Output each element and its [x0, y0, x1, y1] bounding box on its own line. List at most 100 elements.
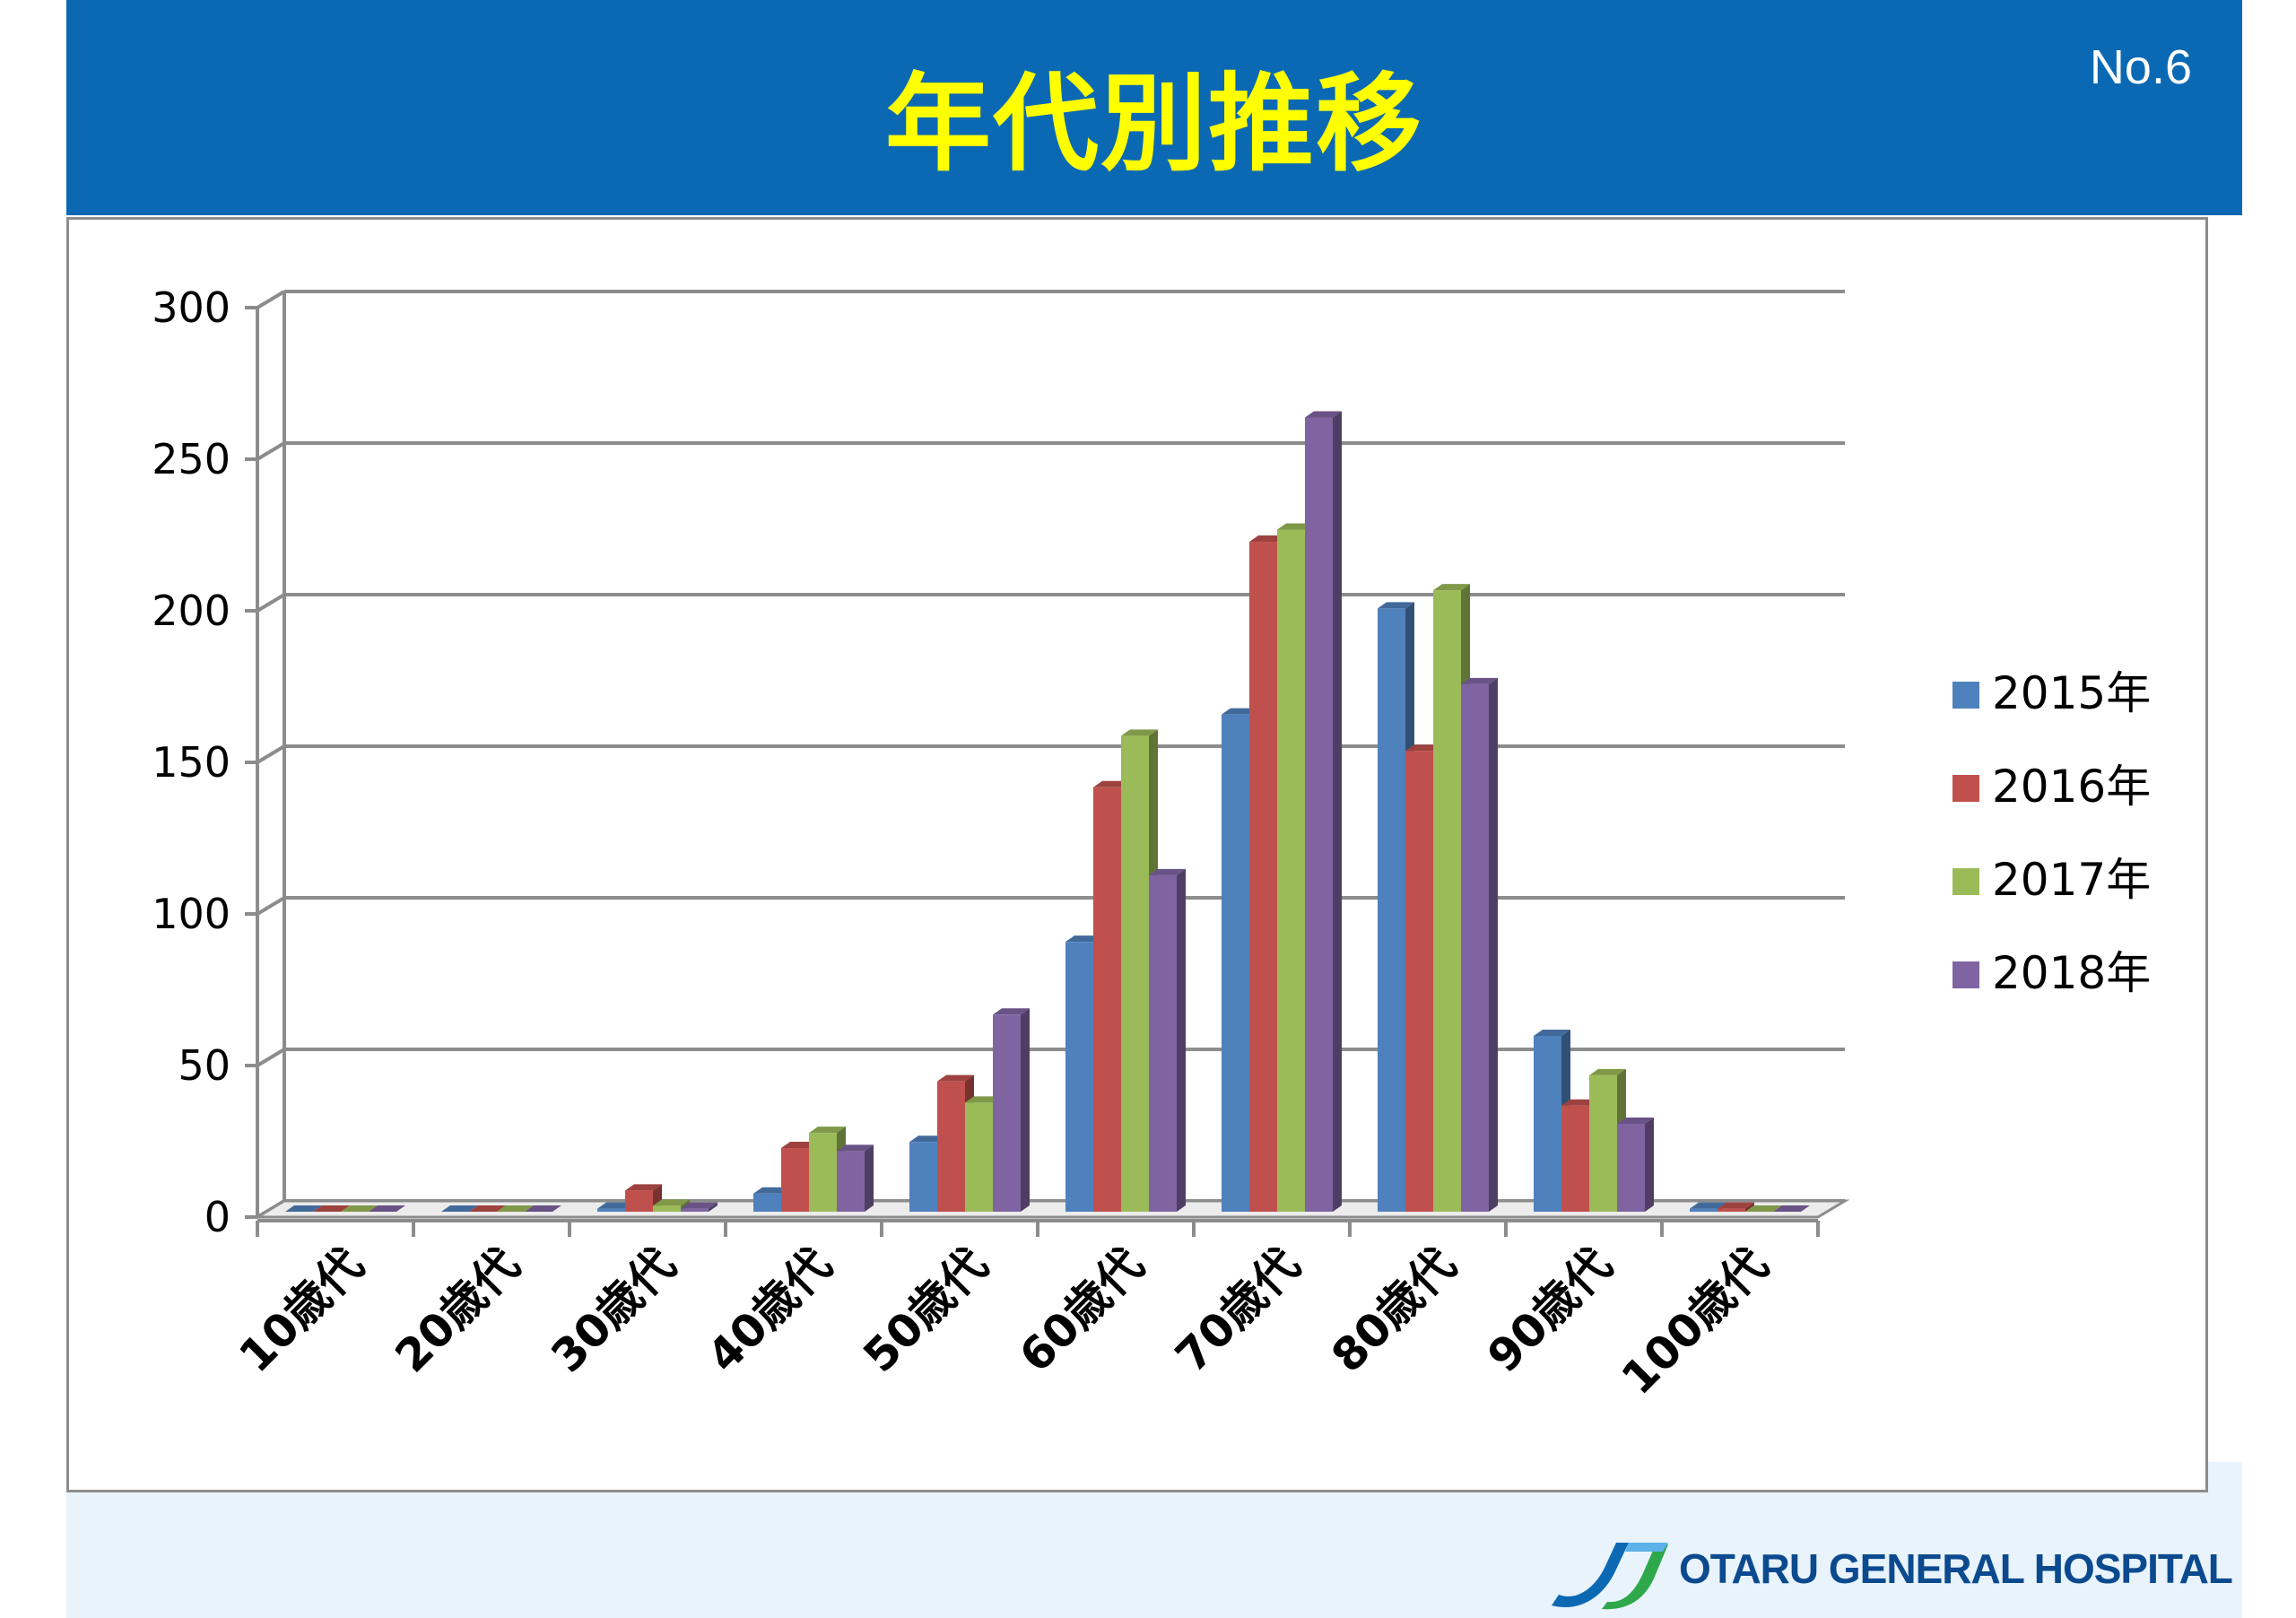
bar-side: [865, 1144, 874, 1212]
y-tick-label: 250: [152, 435, 230, 483]
x-tick-label: 20歳代: [386, 1238, 530, 1382]
bar: [1617, 1117, 1654, 1212]
bar-top: [937, 1074, 974, 1082]
bar: [369, 1205, 405, 1212]
bar-front: [653, 1205, 681, 1212]
bar-front: [1222, 714, 1249, 1212]
bar: [1121, 729, 1158, 1212]
bar-front: [1305, 417, 1333, 1212]
bar-front: [809, 1133, 837, 1212]
bar-front: [781, 1148, 809, 1212]
y-tick-label: 200: [152, 587, 230, 635]
bar-top: [653, 1199, 690, 1206]
bar-top: [597, 1202, 634, 1209]
bar-top: [1149, 868, 1186, 875]
bar-front: [1249, 542, 1277, 1212]
y-tick-label: 100: [152, 890, 230, 938]
bar-side: [1489, 677, 1498, 1212]
bar-top: [369, 1205, 405, 1212]
bar-top: [341, 1205, 378, 1212]
bar-side: [1021, 1008, 1030, 1212]
bar-top: [1773, 1205, 1810, 1212]
bar-front: [753, 1193, 781, 1212]
bar: [525, 1205, 561, 1212]
bar-front: [1149, 874, 1177, 1212]
legend-swatch: [1952, 961, 1979, 988]
bar-top: [1718, 1202, 1754, 1209]
legend-entry: 2016年: [1952, 761, 2151, 813]
legend-swatch: [1952, 682, 1979, 709]
bar-front: [1121, 735, 1149, 1212]
bar-top: [625, 1184, 662, 1191]
bar-top: [1305, 411, 1342, 418]
page-number: No.6: [2089, 40, 2192, 94]
bar-side: [1745, 1202, 1754, 1212]
legend-label: 2016年: [1992, 761, 2151, 813]
bar-front: [1065, 942, 1093, 1212]
x-tick-label: 30歳代: [542, 1238, 686, 1382]
bar: [1249, 535, 1286, 1212]
bar: [469, 1205, 506, 1212]
legend-swatch: [1952, 868, 1979, 895]
bar-top: [1222, 708, 1258, 715]
bar: [1461, 677, 1498, 1212]
x-tick-label: 100歳代: [1612, 1238, 1779, 1405]
bar: [1773, 1205, 1810, 1212]
bar-top: [1461, 677, 1498, 684]
bar-front: [681, 1208, 709, 1212]
bars: [285, 411, 1810, 1212]
bar-top: [993, 1008, 1030, 1015]
bar-front: [937, 1081, 965, 1212]
bar-top: [909, 1135, 946, 1143]
bar-front: [1405, 751, 1433, 1212]
bar: [1718, 1202, 1754, 1212]
bar-side: [709, 1202, 718, 1212]
x-tick-label: 10歳代: [230, 1238, 374, 1382]
y-tick-label: 50: [178, 1041, 230, 1090]
bar-front: [1534, 1035, 1561, 1212]
x-tick-label: 70歳代: [1166, 1238, 1310, 1382]
bar-side: [1333, 411, 1342, 1212]
bar-top: [1277, 523, 1314, 530]
chart-frame: 0 50 100 150 200 250 300 10歳代 20歳代 30歳代 40歳代 50歳代 60…: [66, 217, 2208, 1492]
legend-label: 2018年: [1992, 947, 2151, 999]
bar: [837, 1144, 874, 1212]
x-tick-label: 80歳代: [1322, 1238, 1466, 1382]
bar: [993, 1008, 1030, 1212]
bar-top: [1561, 1099, 1598, 1106]
bar-top: [1690, 1202, 1726, 1209]
bar-front: [965, 1102, 993, 1212]
bar: [1745, 1205, 1782, 1212]
legend-entry: 2015年: [1952, 667, 2151, 719]
bar-top: [1617, 1117, 1654, 1124]
legend-entry: 2018年: [1952, 947, 2151, 999]
gridline-side: [256, 290, 286, 309]
gridline-side: [256, 896, 286, 916]
y-tick-label: 150: [152, 738, 230, 787]
bar-front: [625, 1190, 653, 1212]
bar: [1149, 868, 1186, 1212]
gridline-side: [256, 744, 286, 764]
legend-entry: 2017年: [1952, 854, 2151, 906]
bar-front: [1589, 1074, 1617, 1212]
bar-top: [753, 1187, 790, 1194]
bar-top: [837, 1144, 874, 1152]
bar-front: [1690, 1208, 1718, 1212]
gridline-side: [256, 1048, 286, 1067]
bar-top: [1378, 602, 1414, 609]
hospital-logo-icon: [1552, 1543, 1668, 1610]
bar-top: [681, 1202, 718, 1209]
y-tick-label: 300: [152, 283, 230, 332]
tick-labels: 0 50 100 150 200 250 300 10歳代 20歳代 30歳代 40歳代 50歳代 60…: [152, 283, 1778, 1405]
bar: [341, 1205, 378, 1212]
bar-front: [1093, 787, 1121, 1212]
bar-side: [1177, 868, 1186, 1212]
y-tick-label: 0: [204, 1193, 230, 1241]
bar-front: [1277, 529, 1305, 1212]
bar-chart: 0 50 100 150 200 250 300 10歳代 20歳代 30歳代 40歳代 50歳代 60…: [152, 283, 2151, 1405]
bar-front: [1461, 683, 1489, 1212]
bar-top: [469, 1205, 506, 1212]
bar-top: [497, 1205, 534, 1212]
x-tick-label: 60歳代: [1010, 1238, 1154, 1382]
bar-top: [1405, 744, 1442, 752]
